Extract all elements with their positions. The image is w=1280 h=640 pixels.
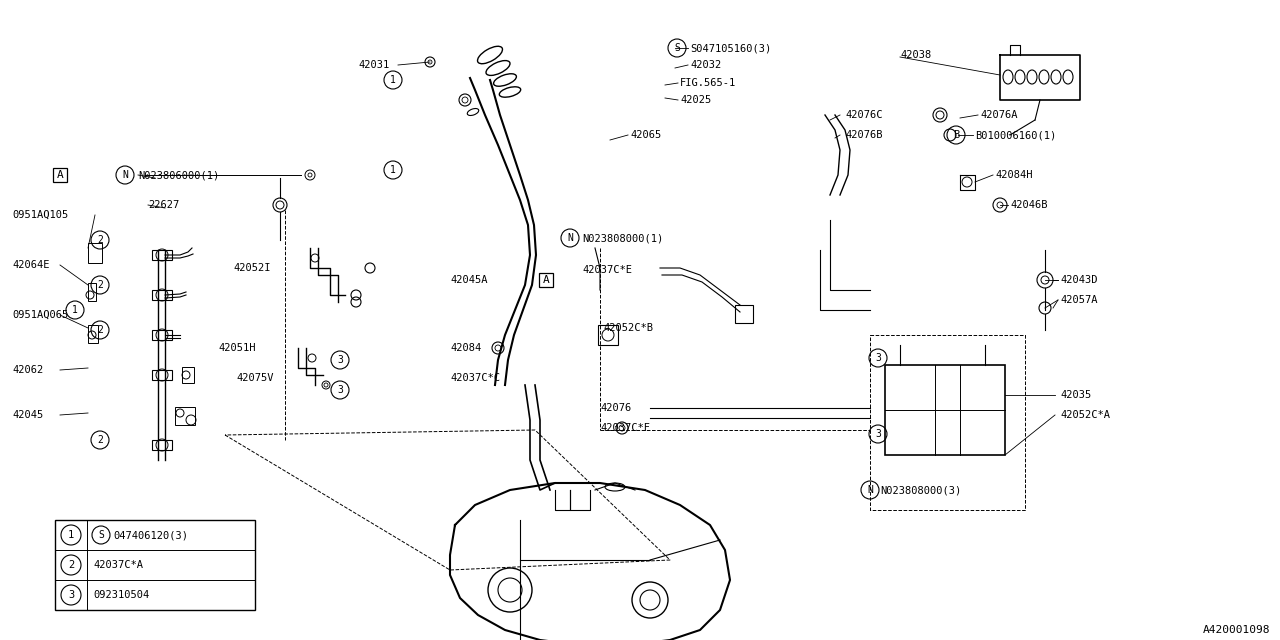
Text: 42037C*C: 42037C*C <box>451 373 500 383</box>
Text: 42062: 42062 <box>12 365 44 375</box>
Text: 2: 2 <box>97 325 102 335</box>
Text: N: N <box>867 485 873 495</box>
Text: 1: 1 <box>72 305 78 315</box>
Text: S047105160(3): S047105160(3) <box>690 43 772 53</box>
Bar <box>88 325 99 343</box>
Text: A: A <box>56 170 64 180</box>
Text: A: A <box>543 275 549 285</box>
Text: 1: 1 <box>390 165 396 175</box>
Bar <box>884 365 1005 455</box>
Text: 1: 1 <box>68 530 74 540</box>
Text: 42046B: 42046B <box>1010 200 1047 210</box>
Bar <box>55 520 255 610</box>
Text: 42057A: 42057A <box>1060 295 1097 305</box>
Text: 047406120(3): 047406120(3) <box>113 530 188 540</box>
Text: 3: 3 <box>337 355 343 365</box>
Text: 2: 2 <box>97 280 102 290</box>
Text: 42035: 42035 <box>1060 390 1092 400</box>
Bar <box>735 305 753 323</box>
Text: N023806000(1): N023806000(1) <box>138 170 219 180</box>
Text: 42064E: 42064E <box>12 260 50 270</box>
Bar <box>152 440 172 450</box>
Text: 42051H: 42051H <box>218 343 256 353</box>
Text: 42076A: 42076A <box>980 110 1018 120</box>
Text: 42032: 42032 <box>690 60 721 70</box>
Text: 42045A: 42045A <box>451 275 488 285</box>
Text: 42076: 42076 <box>600 403 631 413</box>
Text: N023808000(1): N023808000(1) <box>582 233 663 243</box>
Text: 42037C*A: 42037C*A <box>93 560 143 570</box>
Text: 42084H: 42084H <box>995 170 1033 180</box>
Text: 2: 2 <box>97 235 102 245</box>
Text: N023808000(3): N023808000(3) <box>881 485 961 495</box>
Text: 3: 3 <box>876 429 881 439</box>
Bar <box>88 283 96 301</box>
Text: 42037C*E: 42037C*E <box>582 265 632 275</box>
Bar <box>88 243 102 263</box>
Bar <box>175 407 195 425</box>
Bar <box>539 273 553 287</box>
Text: 42031: 42031 <box>358 60 390 70</box>
Text: 42025: 42025 <box>680 95 712 105</box>
Text: 42043D: 42043D <box>1060 275 1097 285</box>
Text: S: S <box>675 43 680 53</box>
Text: 3: 3 <box>337 385 343 395</box>
Text: 42038: 42038 <box>900 50 932 60</box>
Text: 2: 2 <box>68 560 74 570</box>
Text: 22627: 22627 <box>148 200 179 210</box>
Text: 42075V: 42075V <box>236 373 274 383</box>
Text: 42052I: 42052I <box>233 263 270 273</box>
Text: A420001098: A420001098 <box>1202 625 1270 635</box>
Text: 42052C*A: 42052C*A <box>1060 410 1110 420</box>
Text: 0951AQ105: 0951AQ105 <box>12 210 68 220</box>
Text: 42037C*F: 42037C*F <box>600 423 650 433</box>
Text: 42084: 42084 <box>451 343 481 353</box>
Text: 3: 3 <box>68 590 74 600</box>
Bar <box>598 325 618 345</box>
Text: 42076C: 42076C <box>845 110 882 120</box>
Text: 092310504: 092310504 <box>93 590 150 600</box>
Text: S: S <box>99 530 104 540</box>
Bar <box>870 335 1025 510</box>
Text: 42065: 42065 <box>630 130 662 140</box>
Text: N: N <box>122 170 128 180</box>
Bar <box>182 367 195 383</box>
Bar <box>152 330 172 340</box>
Text: N: N <box>567 233 573 243</box>
Text: FIG.565-1: FIG.565-1 <box>680 78 736 88</box>
Text: 3: 3 <box>876 353 881 363</box>
Text: 1: 1 <box>390 75 396 85</box>
Text: 42052C*B: 42052C*B <box>603 323 653 333</box>
Text: 42076B: 42076B <box>845 130 882 140</box>
Bar <box>152 290 172 300</box>
Bar <box>52 168 67 182</box>
Text: 42045: 42045 <box>12 410 44 420</box>
Text: 0951AQ065: 0951AQ065 <box>12 310 68 320</box>
Bar <box>152 370 172 380</box>
Text: B010006160(1): B010006160(1) <box>975 130 1056 140</box>
Text: B: B <box>952 130 959 140</box>
Text: 2: 2 <box>97 435 102 445</box>
Bar <box>152 250 172 260</box>
